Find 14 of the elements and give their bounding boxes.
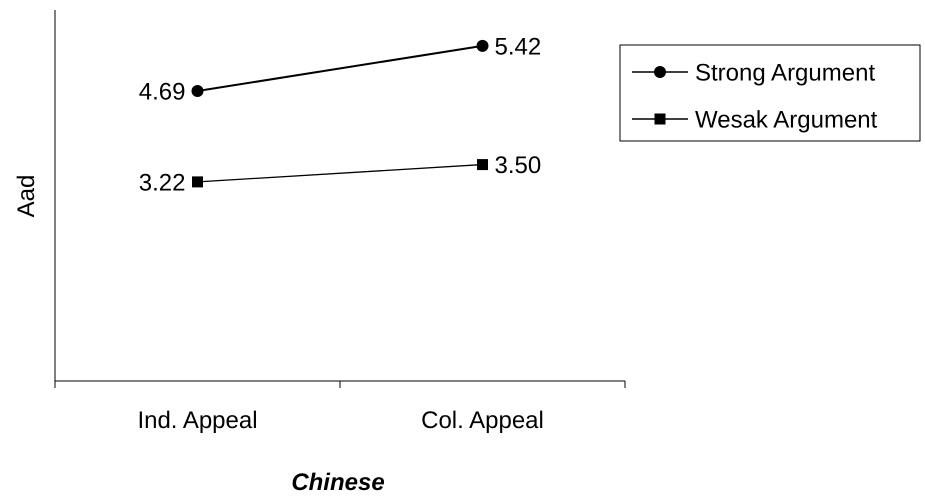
- data-label: 5.42: [494, 33, 542, 60]
- data-label: 3.22: [138, 169, 186, 196]
- legend-label: Strong Argument: [695, 59, 876, 86]
- point: [192, 176, 203, 188]
- point: [477, 159, 488, 170]
- legend-label: Wesak Argument: [695, 106, 878, 134]
- y-axis-title: Aad: [13, 174, 40, 218]
- point: [192, 85, 204, 97]
- data-label: 4.69: [138, 78, 186, 106]
- x-tick-label: Ind. Appeal: [137, 407, 258, 434]
- point: [476, 40, 488, 52]
- x-tick-label: Col. Appeal: [421, 407, 544, 434]
- x-axis-title: Chinese: [291, 469, 385, 496]
- data-label: 3.50: [494, 152, 542, 179]
